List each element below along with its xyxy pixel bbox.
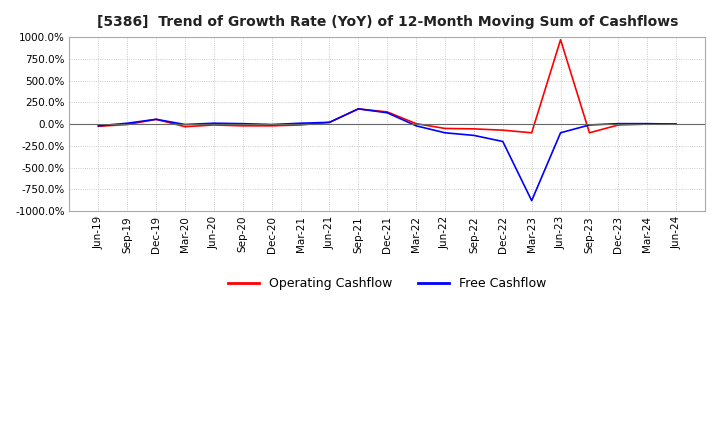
Operating Cashflow	[94, 124, 103, 129]
Line: Free Cashflow: Free Cashflow	[99, 109, 676, 201]
Operating Cashflow	[527, 130, 536, 136]
Operating Cashflow	[325, 120, 334, 125]
Free Cashflow	[412, 123, 420, 128]
Operating Cashflow	[383, 109, 392, 114]
Legend: Operating Cashflow, Free Cashflow: Operating Cashflow, Free Cashflow	[223, 272, 552, 295]
Free Cashflow	[210, 121, 218, 126]
Free Cashflow	[296, 121, 305, 126]
Title: [5386]  Trend of Growth Rate (YoY) of 12-Month Moving Sum of Cashflows: [5386] Trend of Growth Rate (YoY) of 12-…	[96, 15, 678, 29]
Operating Cashflow	[267, 123, 276, 128]
Free Cashflow	[123, 121, 132, 126]
Free Cashflow	[383, 110, 392, 115]
Operating Cashflow	[210, 122, 218, 128]
Free Cashflow	[238, 121, 247, 126]
Operating Cashflow	[557, 37, 565, 42]
Free Cashflow	[181, 122, 189, 127]
Free Cashflow	[94, 123, 103, 128]
Free Cashflow	[152, 117, 161, 122]
Operating Cashflow	[123, 122, 132, 127]
Free Cashflow	[557, 130, 565, 136]
Free Cashflow	[441, 130, 449, 136]
Operating Cashflow	[412, 121, 420, 126]
Operating Cashflow	[181, 124, 189, 129]
Free Cashflow	[527, 198, 536, 203]
Operating Cashflow	[238, 123, 247, 128]
Free Cashflow	[469, 133, 478, 138]
Free Cashflow	[354, 106, 363, 111]
Free Cashflow	[672, 121, 680, 127]
Free Cashflow	[585, 122, 594, 128]
Operating Cashflow	[614, 122, 623, 128]
Operating Cashflow	[441, 126, 449, 131]
Operating Cashflow	[585, 130, 594, 136]
Operating Cashflow	[469, 126, 478, 132]
Operating Cashflow	[152, 117, 161, 122]
Free Cashflow	[325, 120, 334, 125]
Line: Operating Cashflow: Operating Cashflow	[99, 40, 676, 133]
Operating Cashflow	[672, 121, 680, 127]
Free Cashflow	[267, 122, 276, 127]
Operating Cashflow	[498, 128, 507, 133]
Free Cashflow	[643, 121, 652, 126]
Free Cashflow	[614, 121, 623, 126]
Operating Cashflow	[643, 121, 652, 127]
Operating Cashflow	[354, 106, 363, 111]
Free Cashflow	[498, 139, 507, 144]
Operating Cashflow	[296, 122, 305, 128]
